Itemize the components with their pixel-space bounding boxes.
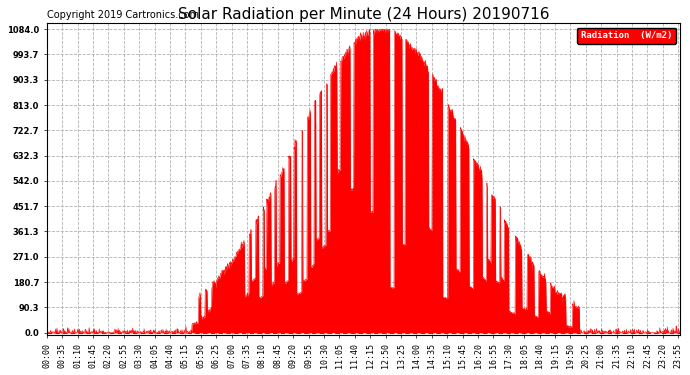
Legend: Radiation  (W/m2): Radiation (W/m2) — [577, 28, 676, 44]
Title: Solar Radiation per Minute (24 Hours) 20190716: Solar Radiation per Minute (24 Hours) 20… — [178, 7, 549, 22]
Text: Copyright 2019 Cartronics.com: Copyright 2019 Cartronics.com — [48, 10, 199, 20]
